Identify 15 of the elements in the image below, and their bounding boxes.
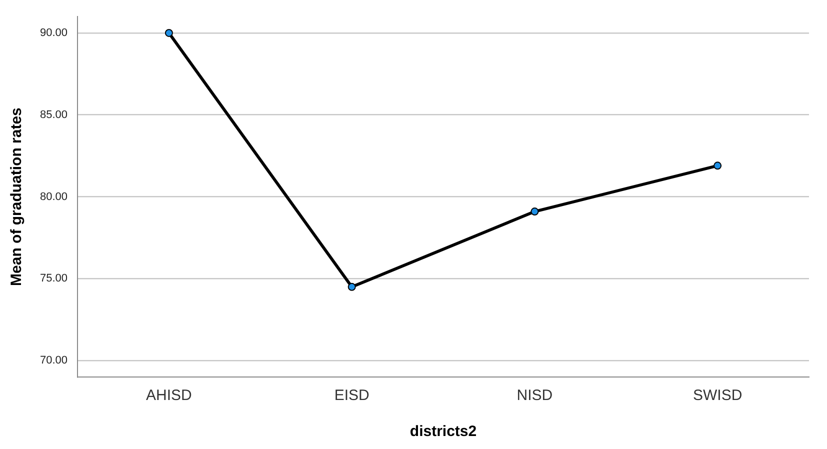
y-tick-label: 80.00 xyxy=(40,190,68,203)
x-axis-title: districts2 xyxy=(410,423,477,440)
x-tick-label: SWISD xyxy=(692,387,742,404)
y-tick-label: 85.00 xyxy=(40,108,68,121)
point xyxy=(164,28,173,37)
point xyxy=(714,162,722,170)
y-tick-label: 70.00 xyxy=(40,354,68,367)
y-axis-title: Mean of graduation rates xyxy=(8,108,26,286)
x-tick-label: EISD xyxy=(334,387,370,404)
y-tick-label: 75.00 xyxy=(40,272,68,285)
point xyxy=(530,208,539,216)
point xyxy=(348,282,356,291)
x-tick-label: NISD xyxy=(516,387,553,404)
y-tick-label: 90.00 xyxy=(40,27,68,40)
x-tick-label: AHISD xyxy=(146,387,192,404)
